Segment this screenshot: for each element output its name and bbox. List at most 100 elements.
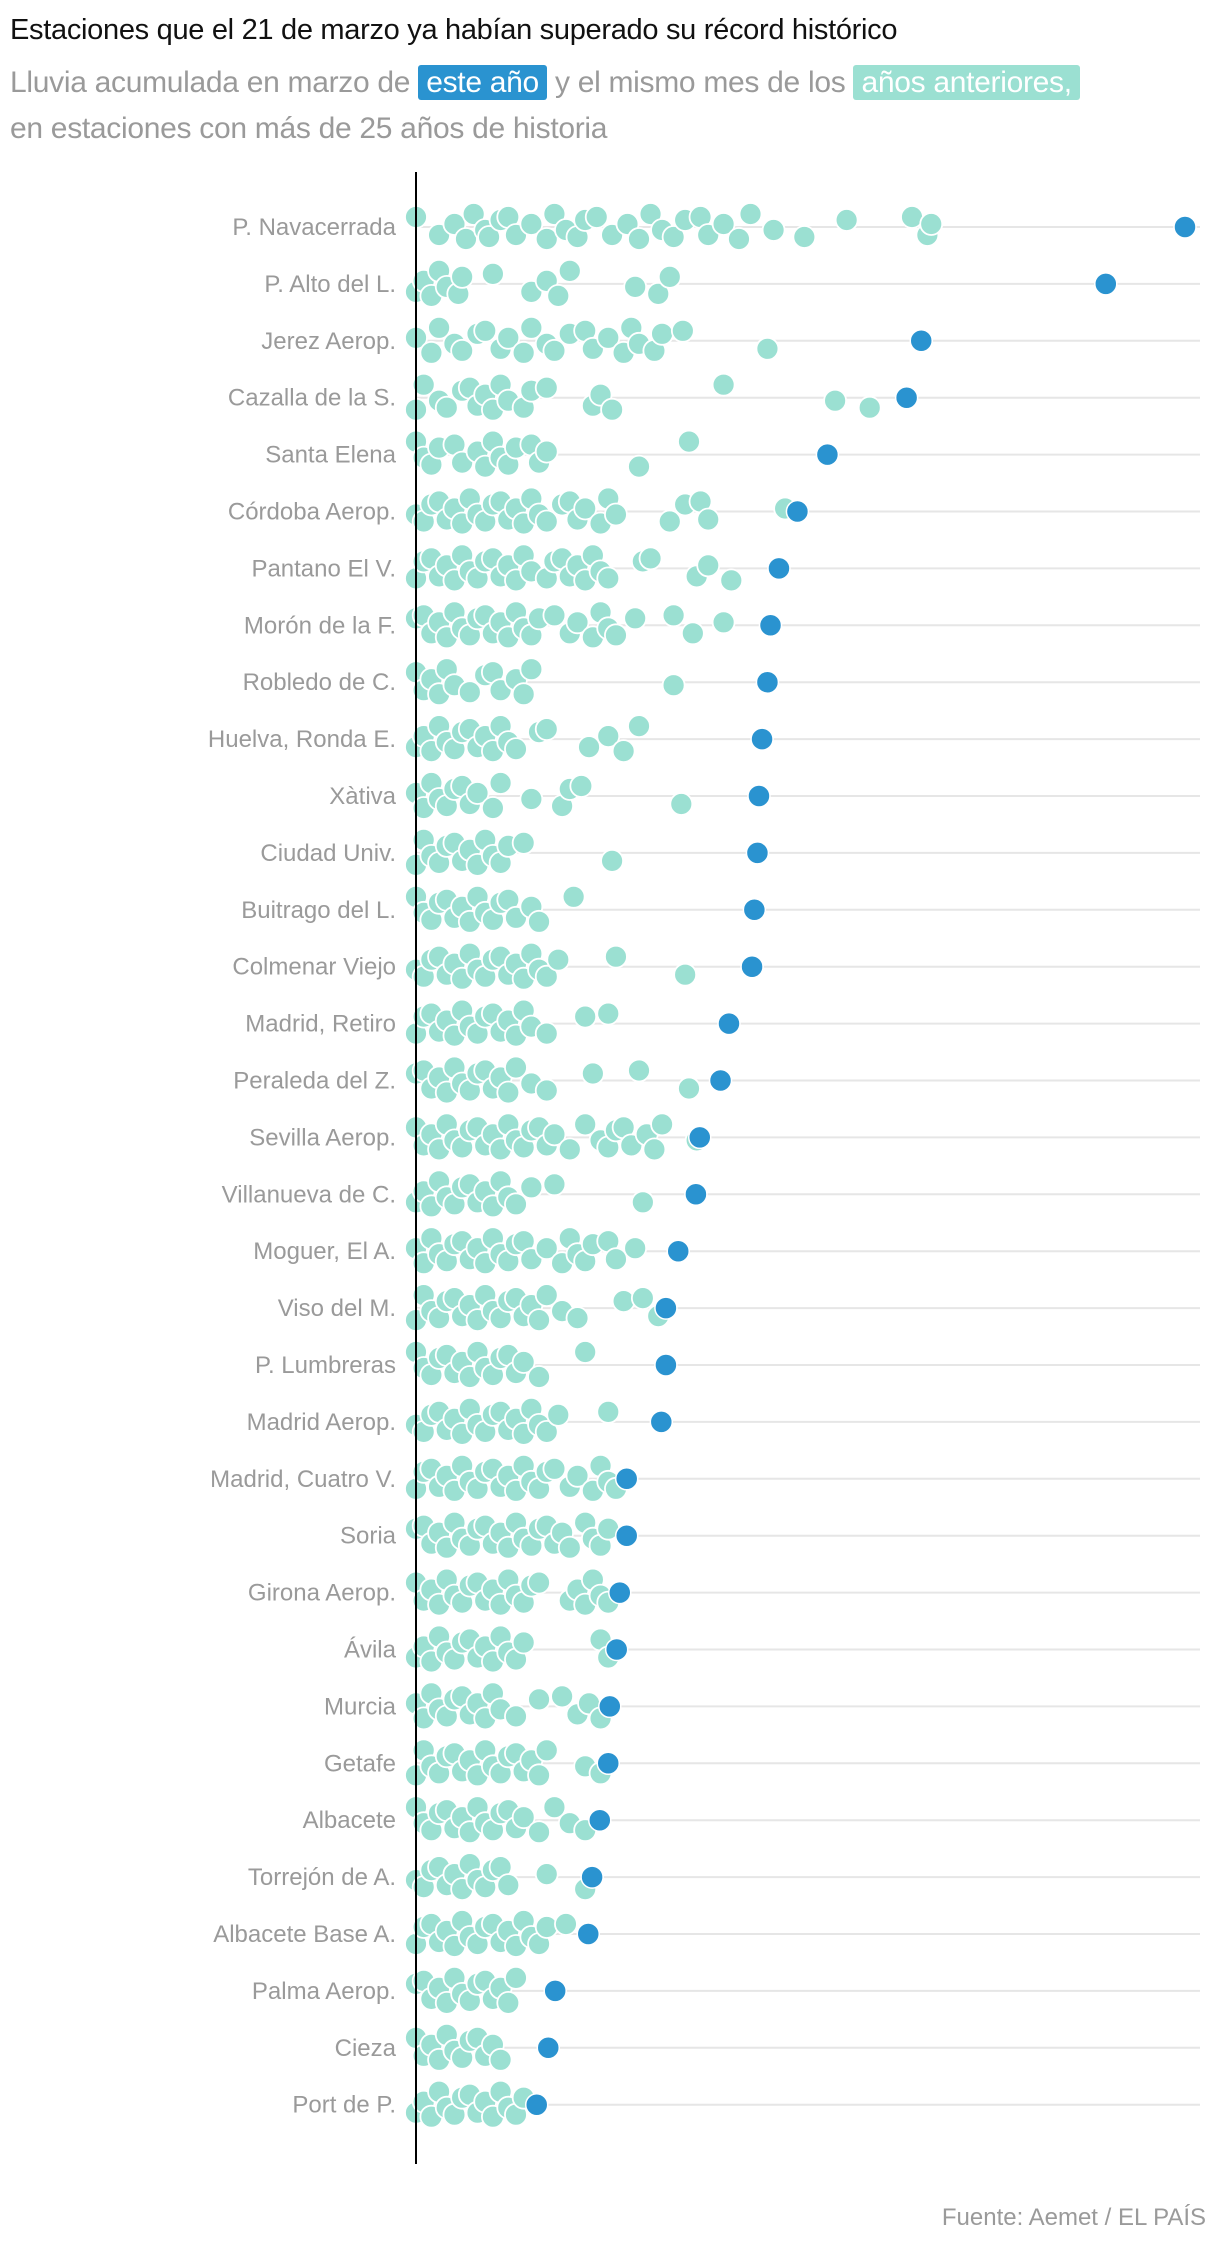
previous-year-dot: [542, 1795, 567, 1820]
previous-year-dot: [454, 227, 478, 251]
station-label: Soria: [340, 1523, 397, 1550]
station-label: Palma Aerop.: [252, 1978, 396, 2005]
previous-year-dot: [534, 1021, 559, 1046]
previous-year-dot: [600, 849, 624, 873]
previous-year-dot: [630, 1286, 655, 1310]
previous-year-dot: [596, 1001, 621, 1026]
current-year-dot: [745, 841, 770, 865]
previous-year-dot: [542, 603, 567, 628]
station-label: Albacete: [303, 1807, 396, 1834]
previous-year-dot: [604, 944, 628, 969]
current-year-dot: [767, 556, 791, 581]
previous-year-dot: [711, 212, 736, 236]
current-year-dot: [909, 329, 933, 353]
previous-year-dot: [419, 340, 444, 365]
current-year-dot: [536, 2036, 561, 2060]
current-year-dot: [708, 1068, 733, 1093]
station-label: Huelva, Ronda E.: [208, 726, 396, 753]
current-year-dot: [1094, 272, 1118, 296]
previous-year-dot: [450, 264, 475, 289]
station-label: Morón de la F.: [244, 612, 396, 639]
station-label: P. Lumbreras: [255, 1352, 396, 1379]
previous-year-dot: [504, 1966, 528, 1990]
previous-year-dot: [834, 208, 859, 232]
previous-year-dot: [511, 1805, 536, 1830]
previous-year-dot: [511, 1350, 536, 1374]
previous-year-dot: [565, 1463, 590, 1488]
previous-year-dot: [638, 202, 663, 226]
previous-year-dot: [434, 395, 459, 420]
previous-year-dot: [488, 771, 513, 795]
current-year-dot: [608, 1580, 632, 1605]
station-label: Cieza: [335, 2035, 397, 2062]
current-year-dot: [740, 954, 764, 979]
previous-year-dot: [565, 610, 590, 635]
chart-subtitle: Lluvia acumulada en marzo de este año y …: [10, 60, 1210, 152]
previous-year-dot: [519, 212, 544, 236]
previous-year-dot: [457, 680, 482, 705]
previous-year-dot: [461, 202, 486, 226]
previous-year-dot: [427, 315, 451, 340]
previous-year-dot: [519, 315, 544, 340]
previous-year-dot: [623, 274, 648, 299]
previous-year-dot: [534, 509, 559, 534]
station-label: Moguer, El A.: [253, 1238, 396, 1265]
previous-year-dot: [604, 1247, 628, 1272]
previous-year-dot: [519, 657, 544, 682]
previous-year-dot: [657, 264, 682, 289]
previous-year-dot: [596, 325, 621, 350]
current-year-dot: [524, 2092, 549, 2117]
current-year-dot: [755, 670, 780, 694]
previous-year-dot: [573, 1004, 598, 1029]
previous-year-dot: [411, 372, 436, 397]
station-label: Sevilla Aerop.: [249, 1124, 396, 1151]
current-year-dot: [543, 1979, 567, 2003]
previous-year-dot: [627, 227, 651, 251]
previous-year-dot: [527, 1365, 551, 1389]
previous-year-dot: [534, 1078, 559, 1103]
previous-year-dot: [657, 509, 682, 534]
current-year-dot: [654, 1353, 678, 1377]
previous-year-dot: [623, 1236, 648, 1261]
station-label: Villanueva de C.: [222, 1181, 396, 1208]
previous-year-dot: [546, 283, 571, 308]
previous-year-dot: [638, 546, 663, 571]
station-label: Colmenar Viejo: [232, 954, 396, 981]
previous-year-dot: [496, 325, 521, 350]
previous-year-dot: [719, 568, 744, 593]
current-year-dot: [596, 1751, 620, 1776]
previous-year-dot: [650, 1112, 674, 1137]
previous-year-dot: [477, 225, 501, 249]
previous-year-dot: [504, 1192, 528, 1217]
previous-year-dot: [661, 673, 686, 698]
station-label: Ávila: [344, 1637, 397, 1664]
previous-year-dot: [661, 225, 686, 249]
previous-year-dot: [761, 218, 786, 242]
chart-title: Estaciones que el 21 de marzo ya habían …: [10, 14, 898, 46]
station-label: Pantano El V.: [251, 555, 396, 582]
previous-year-dot: [573, 496, 598, 521]
previous-year-dot: [534, 717, 559, 741]
station-label: Córdoba Aerop.: [228, 499, 396, 526]
previous-year-dot: [565, 1306, 590, 1330]
previous-year-dot: [569, 774, 594, 798]
row-labels: P. Navacerrada P. Alto del L. Jerez Aerop.…: [208, 214, 397, 2119]
previous-year-dot: [677, 429, 701, 454]
current-year-dot: [758, 613, 783, 638]
station-label: Viso del M.: [278, 1295, 396, 1322]
current-year-dot: [1173, 215, 1197, 239]
previous-year-dot: [527, 1820, 551, 1845]
station-label: Robledo de C.: [243, 669, 396, 696]
previous-year-dot: [823, 388, 848, 413]
current-year-dot: [576, 1922, 601, 1946]
current-year-dot: [580, 1865, 604, 1889]
previous-year-dot: [534, 1283, 559, 1307]
previous-year-dot: [627, 1058, 651, 1083]
previous-year-dot: [623, 606, 648, 631]
previous-year-dot: [557, 1137, 582, 1162]
current-year-dot: [742, 898, 767, 922]
previous-year-dot: [604, 502, 628, 527]
previous-year-dot: [677, 1076, 701, 1101]
station-label: Murcia: [324, 1693, 397, 1720]
previous-year-dot: [465, 781, 490, 805]
